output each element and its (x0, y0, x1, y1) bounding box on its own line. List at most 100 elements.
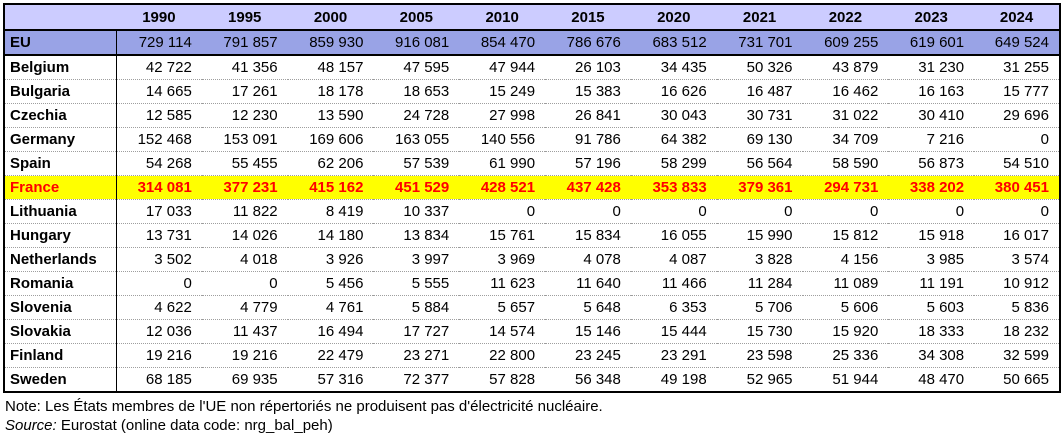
value-cell: 72 377 (403, 371, 450, 388)
value-cell: 451 529 (395, 179, 450, 196)
value-cell: 18 333 (918, 323, 965, 340)
source-label: Source: (5, 417, 57, 434)
value-cell: 16 163 (918, 83, 965, 100)
value-cell: 3 926 (325, 251, 364, 268)
value-cell: 338 202 (909, 179, 965, 196)
value-cell: 55 455 (231, 155, 278, 172)
value-cell: 3 502 (154, 251, 192, 268)
value-cell: 8 419 (325, 203, 364, 220)
value-cell: 16 494 (317, 323, 364, 340)
row-netherlands: Netherlands 3 502 4 018 3 926 3 997 3 969 4 07… (4, 247, 1060, 272)
value-cell: 14 574 (489, 323, 536, 340)
value-cell: 19 216 (231, 347, 278, 364)
value-cell: 5 603 (926, 299, 965, 316)
row-finland: Finland 19 216 19 216 22 479 23 271 22 800 23 … (4, 343, 1060, 368)
value-cell: 0 (1040, 131, 1049, 148)
country-cell: Germany (4, 127, 117, 152)
country-cell: Slovenia (4, 295, 117, 320)
value-cell: 16 055 (660, 227, 707, 244)
value-cell: 15 444 (660, 323, 707, 340)
value-cell: 51 944 (832, 371, 879, 388)
value-cell: 18 232 (1003, 323, 1049, 340)
value-cell: 31 230 (918, 59, 965, 76)
row-lithuania: Lithuania 17 033 11 822 8 419 10 337 0 0 0 0 0 0 0 (4, 199, 1060, 224)
value-cell: 30 410 (918, 107, 965, 124)
value-cell: 32 599 (1003, 347, 1049, 364)
value-cell: 16 626 (660, 83, 707, 100)
value-cell: 353 833 (652, 179, 707, 196)
nuclear-production-table: 1990 1995 2000 2005 2010 2015 2020 2021 2022 2023… (3, 3, 1061, 393)
value-cell: 5 648 (583, 299, 621, 316)
year-header-1990: 1990 (116, 4, 202, 30)
value-cell: 49 198 (660, 371, 707, 388)
value-cell: 48 470 (918, 371, 965, 388)
row-slovenia: Slovenia 4 622 4 779 4 761 5 884 5 657 5 648 6 … (4, 295, 1060, 320)
value-cell: 294 731 (824, 179, 879, 196)
country-cell: Netherlands (4, 247, 117, 272)
value-cell: 0 (784, 203, 793, 220)
value-cell: 609 255 (824, 34, 879, 51)
year-header-row: 1990 1995 2000 2005 2010 2015 2020 2021 2022 2023… (4, 4, 1060, 30)
country-cell: Lithuania (4, 199, 117, 224)
row-romania: Romania 0 0 5 456 5 555 11 623 11 640 11 466 11 … (4, 271, 1060, 296)
value-cell: 5 706 (754, 299, 793, 316)
value-cell: 0 (526, 203, 536, 220)
country-cell: France (4, 175, 117, 200)
source-text: Eurostat (online data code: nrg_bal_peh) (56, 417, 333, 434)
country-cell: Czechia (4, 103, 117, 128)
value-cell: 0 (698, 203, 707, 220)
value-cell: 3 985 (926, 251, 965, 268)
value-cell: 34 308 (918, 347, 965, 364)
value-cell: 29 696 (1003, 107, 1049, 124)
value-cell: 377 231 (223, 179, 278, 196)
value-cell: 619 601 (909, 34, 965, 51)
value-cell: 3 997 (411, 251, 450, 268)
value-cell: 163 055 (395, 131, 450, 148)
value-cell: 31 255 (1003, 59, 1049, 76)
value-cell: 415 162 (309, 179, 364, 196)
value-cell: 57 828 (489, 371, 536, 388)
value-cell: 11 640 (576, 275, 621, 292)
value-cell: 13 590 (317, 107, 364, 124)
value-cell: 50 665 (1003, 371, 1049, 388)
row-france: France 314 081 377 231 415 162 451 529 428 52… (4, 175, 1060, 200)
value-cell: 19 216 (145, 347, 192, 364)
value-cell: 5 836 (1011, 299, 1049, 316)
value-cell: 23 245 (574, 347, 621, 364)
value-cell: 18 653 (403, 83, 450, 100)
value-cell: 15 918 (918, 227, 965, 244)
value-cell: 30 043 (660, 107, 707, 124)
value-cell: 15 777 (1003, 83, 1049, 100)
value-cell: 15 990 (746, 227, 793, 244)
value-cell: 15 834 (574, 227, 621, 244)
value-cell: 437 428 (566, 179, 621, 196)
value-cell: 11 822 (232, 203, 278, 220)
value-cell: 12 036 (145, 323, 192, 340)
value-cell: 69 935 (231, 371, 278, 388)
value-cell: 859 930 (309, 34, 364, 51)
value-cell: 91 786 (574, 131, 621, 148)
value-cell: 5 884 (411, 299, 450, 316)
value-cell: 23 598 (746, 347, 793, 364)
value-cell: 54 510 (1003, 155, 1049, 172)
value-cell: 11 191 (919, 275, 965, 292)
row-hungary: Hungary 13 731 14 026 14 180 13 834 15 761 15 … (4, 223, 1060, 248)
value-cell: 3 574 (1011, 251, 1049, 268)
value-cell: 140 556 (480, 131, 536, 148)
value-cell: 61 990 (489, 155, 536, 172)
row-slovakia: Slovakia 12 036 11 437 16 494 17 727 14 574 15… (4, 319, 1060, 344)
value-cell: 4 779 (240, 299, 278, 316)
value-cell: 0 (955, 203, 965, 220)
value-cell: 14 665 (145, 83, 192, 100)
value-cell: 15 383 (574, 83, 621, 100)
value-cell: 57 539 (403, 155, 450, 172)
year-header-2023: 2023 (888, 4, 975, 30)
country-cell: Belgium (4, 55, 117, 80)
value-cell: 22 800 (489, 347, 536, 364)
year-header-2000: 2000 (287, 4, 374, 30)
row-bulgaria: Bulgaria 14 665 17 261 18 178 18 653 15 249 15… (4, 79, 1060, 104)
value-cell: 380 451 (994, 179, 1049, 196)
value-cell: 57 196 (574, 155, 621, 172)
value-cell: 729 114 (138, 34, 192, 51)
value-cell: 16 462 (832, 83, 879, 100)
